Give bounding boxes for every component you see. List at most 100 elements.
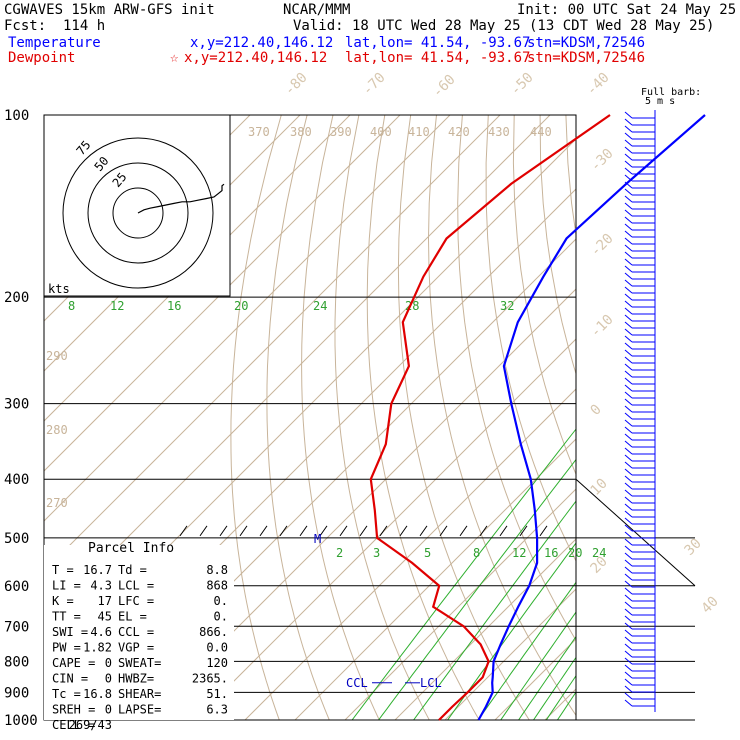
wind-barb-flag	[624, 139, 633, 147]
parcel-key: CAPE =	[52, 656, 95, 670]
hatch-mark	[219, 525, 228, 537]
parcel-key: SWI =	[52, 625, 88, 639]
wind-barbs	[624, 110, 656, 712]
parcel-value: 4.6	[90, 625, 112, 639]
theta-label: 410	[408, 125, 430, 139]
parcel-value: 2365.	[192, 672, 228, 686]
valid-time: Valid: 18 UTC Wed 28 May 25 (13 CDT Wed …	[293, 18, 715, 34]
hatch-mark	[199, 525, 208, 537]
hatch-mark	[459, 525, 468, 537]
pressure-tick-label: 1000	[4, 713, 38, 729]
parcel-key: LFC =	[118, 594, 154, 608]
dewpoint-xy: x,y=212.40,146.12	[184, 50, 328, 66]
hodograph-ring	[112, 187, 164, 239]
dry-adiabat-line	[539, 115, 576, 376]
wind-barb-flag	[624, 398, 633, 406]
wind-barb-flag	[624, 657, 633, 665]
wind-barb-flag	[624, 111, 633, 119]
wind-barb-flag	[624, 447, 633, 455]
wind-barb-flag	[624, 272, 633, 280]
isotherm-line	[444, 588, 576, 720]
isotherm-line	[44, 115, 451, 522]
wind-barb-flag	[624, 335, 633, 343]
temperature-station: stn=KDSM,72546	[527, 35, 646, 51]
parcel-value: 16.7	[83, 563, 112, 577]
isotherm-line	[494, 638, 576, 720]
pressure-tick-label: 100	[4, 108, 29, 124]
hatch-mark	[479, 525, 488, 537]
hatch-mark	[239, 525, 248, 537]
parcel-key: Tc =	[52, 687, 81, 701]
wind-barb-flag	[624, 573, 633, 581]
wind-barb-flag	[624, 174, 633, 182]
wind-barb-flag	[624, 426, 633, 434]
parcel-key: VGP =	[118, 641, 154, 655]
hodograph-ring	[62, 137, 214, 289]
parcel-value: 0	[105, 672, 112, 686]
mixing-ratio-label: 16	[544, 546, 558, 560]
wind-barb-flag	[624, 699, 633, 707]
isotherm-label: -40	[584, 70, 613, 99]
wind-barb-flag	[624, 468, 633, 476]
parcel-value: 45	[98, 610, 112, 624]
plot-frame	[43, 114, 577, 721]
parcel-value: 8.8	[206, 563, 228, 577]
hatch-mark	[179, 525, 188, 537]
isotherm-line	[144, 288, 576, 720]
wind-barb-flag	[624, 146, 633, 154]
mixing-ratio-label: 12	[512, 546, 526, 560]
temperature-latlon: lat,lon= 41.54, -93.67	[345, 35, 531, 51]
dry-adiabat-line	[670, 115, 740, 720]
wind-barb-flag	[624, 454, 633, 462]
ccl-label: CCL	[346, 676, 368, 690]
dry-adiabat-line	[485, 115, 576, 562]
pressure-tick-label: 800	[4, 654, 29, 670]
parcel-key: T =	[52, 563, 74, 577]
parcel-value: 1.82	[83, 641, 112, 655]
wind-barb-flag	[624, 664, 633, 672]
mixing-ratio-line	[500, 611, 576, 720]
parcel-key: CELL =	[52, 718, 95, 732]
wind-barb-flag	[624, 524, 633, 532]
parcel-key: CCL =	[118, 625, 154, 639]
wind-barb-flag	[624, 636, 633, 644]
wind-barb-flag	[624, 538, 633, 546]
theta-label: 370	[248, 125, 270, 139]
theta-label: 380	[290, 125, 312, 139]
hodograph-trace	[137, 183, 225, 214]
parcel-value: 0.	[214, 610, 228, 624]
wind-barb-flag	[624, 118, 633, 126]
parcel-key: K =	[52, 594, 74, 608]
mixing-ratio-line	[518, 635, 576, 720]
wind-barb-flag	[624, 153, 633, 161]
wind-barb-flag	[624, 531, 633, 539]
hatch-mark	[399, 525, 408, 537]
hatch-mark	[439, 525, 448, 537]
wind-barb-flag	[624, 167, 633, 175]
wind-barb-flag	[624, 566, 633, 574]
hodograph-frame	[43, 114, 231, 297]
parcel-key: CIN =	[52, 672, 88, 686]
pressure-tick-label: 200	[4, 290, 29, 306]
wind-barb-flag	[624, 552, 633, 560]
mixing-ratio-label: 24	[313, 299, 327, 313]
wind-barb-flag	[624, 615, 633, 623]
mixing-ratio-label: 8	[68, 299, 75, 313]
mixing-ratio-line	[545, 674, 576, 720]
lcl-label: LCL	[420, 676, 442, 690]
wind-barb-flag	[624, 188, 633, 196]
wind-barb-flag	[624, 195, 633, 203]
wind-barb-flag	[624, 510, 633, 518]
wind-barb-flag	[624, 356, 633, 364]
parcel-key: LCL =	[118, 579, 154, 593]
wind-barb-flag	[624, 328, 633, 336]
theta-label: 390	[330, 125, 352, 139]
pressure-tick-label: 900	[4, 685, 29, 701]
isotherm-label: -10	[588, 312, 617, 341]
wind-barb-flag	[624, 132, 633, 140]
wind-barb-flag	[624, 643, 633, 651]
parcel-value: 6.3	[206, 703, 228, 717]
wind-barb-flag	[624, 293, 633, 301]
